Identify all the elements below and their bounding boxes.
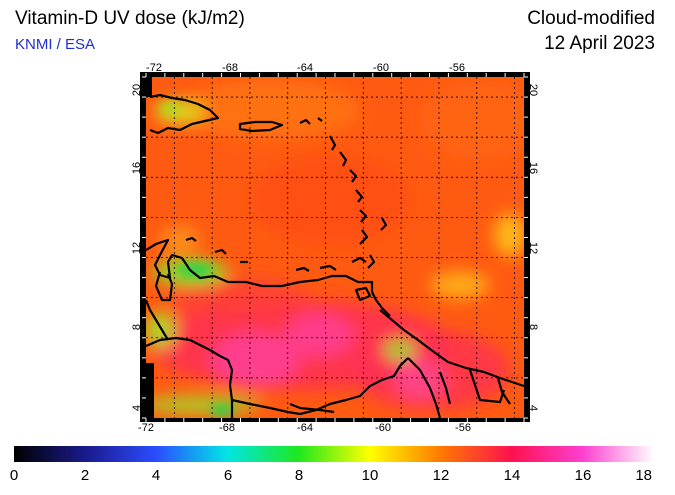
lon-tick-bottom-0: -72 (138, 422, 154, 434)
date-label: 12 April 2023 (544, 33, 655, 54)
chart-title: Vitamin-D UV dose (kJ/m2) (15, 8, 245, 29)
lon-tick-top-3: -60 (373, 62, 389, 74)
colorbar-labels: 0 2 4 6 8 10 12 14 16 18 (10, 467, 652, 484)
colorbar-label-6: 6 (224, 467, 232, 484)
colorbar-label-2: 2 (81, 467, 89, 484)
missing-data-strip (146, 363, 154, 418)
lon-tick-top-2: -64 (297, 62, 313, 74)
lon-tick-bottom-4: -56 (455, 422, 471, 434)
lon-tick-top-1: -68 (222, 62, 238, 74)
lat-tick-right-4: 4 (527, 405, 539, 411)
colorbar-label-0: 0 (10, 467, 18, 484)
lon-tick-bottom-1: -68 (219, 422, 235, 434)
lat-tick-left-1: 16 (131, 162, 143, 174)
colorbar-label-12: 12 (433, 467, 450, 484)
colorbar-label-8: 8 (295, 467, 303, 484)
lon-tick-bottom-3: -60 (375, 422, 391, 434)
lon-tick-top-4: -56 (449, 62, 465, 74)
lon-tick-bottom-2: -64 (297, 422, 313, 434)
lat-tick-right-3: 8 (527, 324, 539, 330)
graticule (146, 77, 524, 418)
colorbar-label-18: 18 (635, 467, 652, 484)
colorbar-label-14: 14 (504, 467, 521, 484)
colorbar-label-16: 16 (575, 467, 592, 484)
colorbar-label-4: 4 (152, 467, 160, 484)
lon-tick-top-0: -72 (146, 62, 162, 74)
axis-ticks (142, 73, 528, 422)
lat-tick-right-1: 16 (527, 162, 539, 174)
coastlines (146, 93, 524, 418)
colorbar (14, 446, 654, 462)
lat-tick-left-2: 12 (131, 242, 143, 254)
lat-tick-left-4: 4 (131, 405, 143, 411)
lat-tick-right-2: 12 (527, 242, 539, 254)
colorbar-label-10: 10 (362, 467, 379, 484)
mode-label: Cloud-modified (527, 8, 655, 29)
lat-tick-left-3: 8 (131, 324, 143, 330)
axis-labels: -72 -68 -64 -60 -56 -72 -68 -64 -60 -56 … (131, 62, 539, 434)
lat-tick-left-0: 20 (131, 84, 143, 96)
source-label: KNMI / ESA (15, 36, 96, 53)
uv-dose-field (146, 77, 524, 418)
lat-tick-right-0: 20 (527, 84, 539, 96)
